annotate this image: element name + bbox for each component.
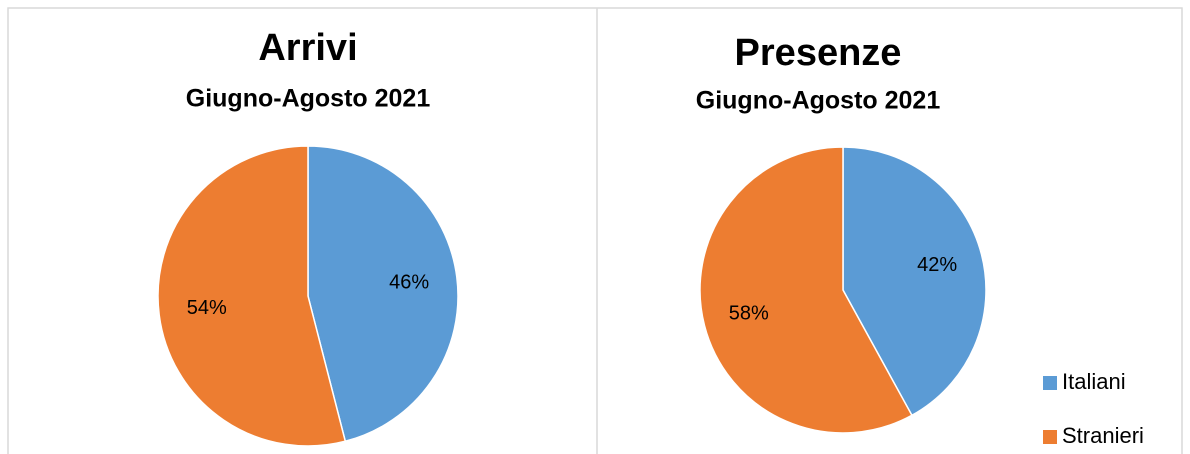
data-label: 42% <box>917 254 957 276</box>
pie-slice <box>842 146 987 417</box>
pie-slice <box>699 146 913 434</box>
legend-label: Stranieri <box>1062 423 1144 448</box>
chart-subtitle: Giugno-Agosto 2021 <box>186 85 431 113</box>
chart-title: Presenze <box>735 32 902 74</box>
pie-slice <box>157 145 347 447</box>
chart-subtitle: Giugno-Agosto 2021 <box>696 87 941 115</box>
pie-slice <box>307 145 459 443</box>
legend-swatch <box>1043 376 1057 390</box>
legend-label: Italiani <box>1062 369 1126 394</box>
frame <box>7 7 1183 454</box>
data-label: 58% <box>729 302 769 324</box>
data-label: 46% <box>389 271 429 293</box>
chart-title: Arrivi <box>258 27 357 69</box>
legend-swatch <box>1043 430 1057 444</box>
data-label: 54% <box>187 297 227 319</box>
